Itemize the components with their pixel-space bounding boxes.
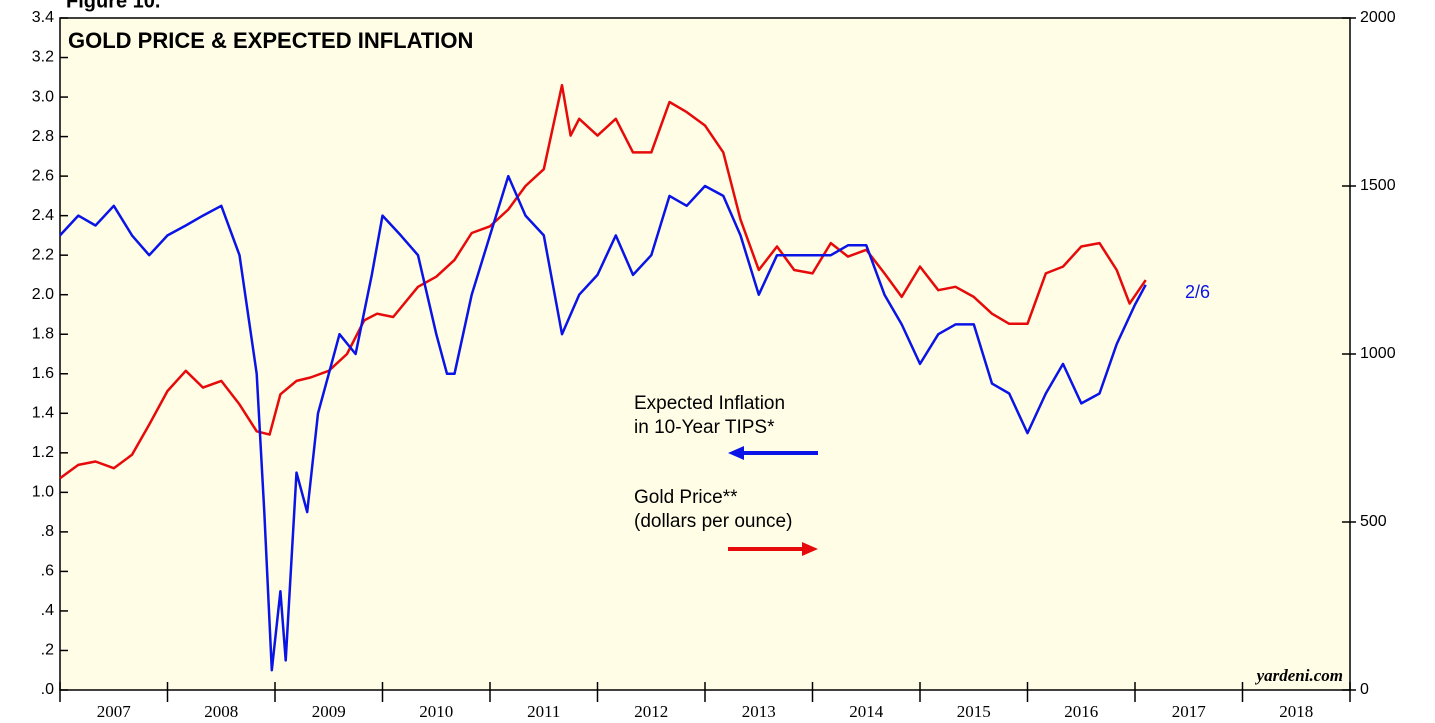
y-tick-label: 3.4 — [32, 9, 54, 26]
y2-tick-label: 500 — [1360, 513, 1387, 530]
figure-label: Figure 10. — [66, 0, 160, 12]
y-tick-label: 2.2 — [32, 246, 54, 263]
x-tick-label: 2012 — [634, 702, 668, 721]
y-tick-label: 1.4 — [32, 405, 54, 422]
x-tick-label: 2009 — [312, 702, 346, 721]
y-tick-label: 1.2 — [32, 444, 54, 461]
annotation: Expected Inflation — [634, 393, 785, 414]
y2-tick-label: 1500 — [1360, 177, 1396, 194]
chart-title: GOLD PRICE & EXPECTED INFLATION — [68, 28, 473, 53]
y-tick-label: 1.6 — [32, 365, 54, 382]
x-tick-label: 2008 — [204, 702, 238, 721]
y-tick-label: .6 — [41, 563, 54, 580]
source: yardeni.com — [1255, 666, 1343, 685]
y-tick-label: .4 — [41, 602, 54, 619]
series-line — [59, 174, 1147, 672]
x-tick-label: 2017 — [1172, 702, 1207, 721]
arrow-head — [802, 542, 818, 556]
annotation: in 10-Year TIPS* — [634, 417, 775, 438]
y-tick-label: 2.6 — [32, 167, 54, 184]
x-tick-label: 2016 — [1064, 702, 1098, 721]
y-tick-label: 2.8 — [32, 128, 54, 145]
y-tick-label: 1.0 — [32, 484, 54, 501]
x-tick-label: 2014 — [849, 702, 884, 721]
x-tick-label: 2011 — [527, 702, 560, 721]
y-tick-label: 2.0 — [32, 286, 54, 303]
x-tick-label: 2010 — [419, 702, 453, 721]
plot-area — [59, 17, 1351, 691]
y2-tick-label: 1000 — [1360, 345, 1396, 362]
annotation: (dollars per ounce) — [634, 511, 792, 532]
arrow-head — [728, 446, 744, 460]
y-tick-label: 1.8 — [32, 325, 54, 342]
y-tick-label: .2 — [41, 642, 54, 659]
date-label: 2/6 — [1185, 282, 1210, 302]
y2-tick-label: 2000 — [1360, 9, 1396, 26]
y-tick-label: 2.4 — [32, 207, 54, 224]
y-tick-label: .0 — [41, 681, 54, 698]
series-line — [59, 83, 1147, 480]
y2-tick-label: 0 — [1360, 681, 1369, 698]
x-tick-label: 2018 — [1279, 702, 1313, 721]
x-tick-label: 2013 — [742, 702, 776, 721]
annotation: Gold Price** — [634, 487, 738, 508]
y-tick-label: 3.0 — [32, 88, 54, 105]
y-tick-label: 3.2 — [32, 49, 54, 66]
x-tick-label: 2007 — [97, 702, 132, 721]
x-tick-label: 2015 — [957, 702, 991, 721]
y-tick-label: .8 — [41, 523, 54, 540]
